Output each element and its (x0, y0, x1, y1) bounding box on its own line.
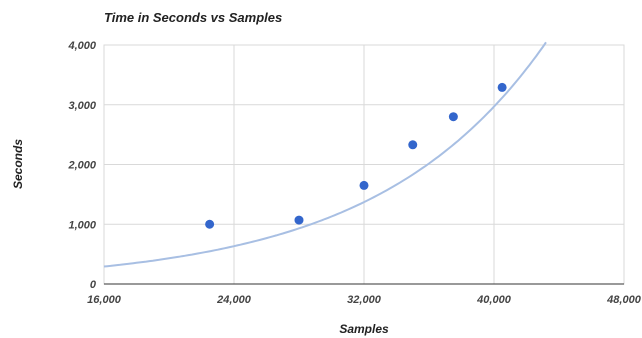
data-points (205, 82, 507, 229)
y-axis-title: Seconds (11, 139, 25, 189)
axis-ticks: 0 1,000 2,000 3,000 4,000 16,000 24,000 32,000 4… (67, 40, 641, 306)
data-point (205, 219, 215, 229)
y-tick-label: 0 (90, 279, 97, 291)
data-point (294, 215, 304, 225)
x-axis-title: Samples (339, 322, 389, 336)
trendline (103, 41, 547, 268)
y-tick-label: 2,000 (67, 160, 96, 172)
data-point (408, 140, 418, 150)
x-tick-label: 32,000 (347, 294, 382, 306)
data-point (359, 180, 369, 190)
data-point (497, 82, 507, 92)
x-tick-label: 24,000 (216, 294, 252, 306)
y-tick-label: 1,000 (68, 219, 96, 231)
y-tick-label: 3,000 (68, 100, 96, 112)
y-tick-label: 4,000 (67, 40, 96, 52)
x-tick-label: 48,000 (606, 294, 642, 306)
x-tick-label: 40,000 (476, 294, 512, 306)
x-tick-label: 16,000 (87, 294, 122, 306)
grid (103, 44, 625, 285)
data-point (448, 112, 458, 122)
chart-title: Time in Seconds vs Samples (104, 10, 282, 25)
